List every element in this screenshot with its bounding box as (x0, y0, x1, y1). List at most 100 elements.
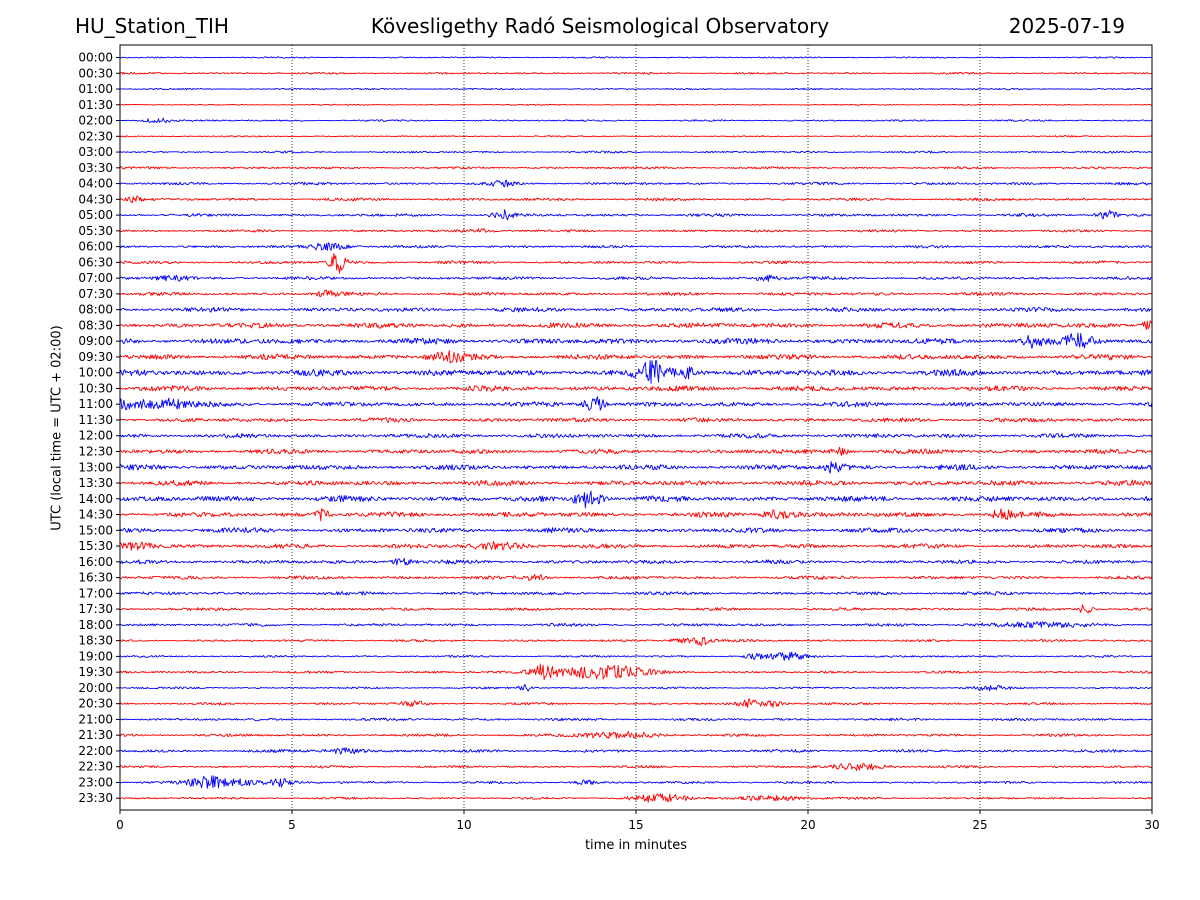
trace-1300 (119, 461, 1153, 474)
trace-1800 (119, 621, 1153, 629)
y-tick-label: 06:00 (78, 240, 113, 254)
trace-1830 (119, 637, 1153, 647)
y-tick-label: 04:00 (78, 177, 113, 191)
trace-1500 (119, 527, 1153, 534)
y-tick-label: 05:30 (78, 224, 113, 238)
y-tick-label: 02:30 (78, 129, 113, 143)
y-tick-label: 09:30 (78, 350, 113, 364)
y-tick-label: 00:30 (78, 66, 113, 80)
trace-0230 (119, 135, 1153, 138)
trace-1530 (119, 540, 1153, 551)
y-tick-label: 20:30 (78, 697, 113, 711)
y-tick-label: 23:30 (78, 791, 113, 805)
y-tick-label: 12:30 (78, 445, 113, 459)
trace-1700 (119, 591, 1153, 596)
trace-0630 (119, 253, 1153, 274)
y-tick-label: 03:30 (78, 161, 113, 175)
x-tick-label: 10 (456, 818, 471, 832)
y-tick-label: 15:00 (78, 523, 113, 537)
x-tick-label: 15 (628, 818, 643, 832)
trace-0700 (119, 274, 1153, 282)
y-tick-label: 16:00 (78, 555, 113, 569)
y-tick-label: 13:00 (78, 460, 113, 474)
station-name: HU_Station_TIH (75, 14, 229, 38)
y-tick-label: 01:00 (78, 82, 113, 96)
trace-0930 (119, 350, 1153, 364)
x-axis-label: time in minutes (584, 838, 688, 853)
trace-1400 (119, 490, 1153, 509)
y-tick-label: 08:00 (78, 303, 113, 317)
y-tick-label: 09:00 (78, 334, 113, 348)
y-tick-label: 17:00 (78, 586, 113, 600)
y-tick-label: 17:30 (78, 602, 113, 616)
trace-1330 (119, 479, 1153, 487)
y-tick-label: 18:00 (78, 618, 113, 632)
x-tick-label: 25 (972, 818, 987, 832)
y-tick-label: 10:30 (78, 381, 113, 395)
trace-layer (119, 56, 1153, 803)
y-tick-label: 12:00 (78, 429, 113, 443)
y-tick-label: 11:00 (78, 397, 113, 411)
y-tick-label: 02:00 (78, 114, 113, 128)
y-tick-label: 01:30 (78, 98, 113, 112)
trace-0000 (119, 56, 1152, 59)
y-tick-label: 00:00 (78, 51, 113, 65)
trace-1030 (119, 385, 1153, 392)
trace-0130 (119, 103, 1152, 106)
trace-0830 (119, 320, 1153, 330)
y-tick-label: 13:30 (78, 476, 113, 490)
y-axis-label: UTC (local time = UTC + 02:00) (49, 325, 65, 531)
y-tick-label: 18:30 (78, 634, 113, 648)
y-tick-label: 16:30 (78, 571, 113, 585)
trace-0530 (119, 228, 1153, 233)
x-tick-label: 5 (288, 818, 296, 832)
trace-2030 (119, 698, 1153, 709)
x-tick-label: 0 (116, 818, 124, 832)
y-tick-label: 03:00 (78, 145, 113, 159)
trace-0100 (119, 87, 1153, 91)
trace-1900 (119, 651, 1153, 661)
chart-title: Kövesligethy Radó Seismological Observat… (370, 14, 830, 38)
trace-0730 (119, 289, 1153, 298)
y-tick-label: 23:00 (78, 775, 113, 789)
y-tick-label: 19:30 (78, 665, 113, 679)
trace-2000 (119, 684, 1153, 692)
y-tick-label: 10:00 (78, 366, 113, 380)
trace-2200 (119, 747, 1153, 755)
y-tick-label: 15:30 (78, 539, 113, 553)
trace-0500 (119, 209, 1153, 221)
y-tick-label: 22:30 (78, 760, 113, 774)
trace-0400 (119, 179, 1153, 188)
trace-1930 (119, 663, 1153, 681)
y-tick-label: 21:30 (78, 728, 113, 742)
x-tick-label: 30 (1144, 818, 1159, 832)
y-tick-label: 14:30 (78, 508, 113, 522)
y-tick-label: 07:30 (78, 287, 113, 301)
x-tick-label: 20 (800, 818, 815, 832)
trace-1630 (119, 574, 1153, 582)
trace-0030 (119, 71, 1153, 75)
y-tick-label: 05:00 (78, 208, 113, 222)
trace-1600 (119, 557, 1153, 566)
trace-1430 (119, 507, 1153, 522)
trace-0300 (119, 150, 1153, 154)
y-tick-label: 06:30 (78, 255, 113, 269)
trace-0330 (119, 166, 1153, 170)
y-tick-label: 14:00 (78, 492, 113, 506)
trace-1130 (119, 417, 1153, 423)
trace-2100 (119, 717, 1153, 722)
trace-1200 (119, 432, 1153, 439)
trace-0430 (119, 195, 1153, 204)
trace-1230 (119, 446, 1153, 456)
trace-0900 (119, 332, 1153, 349)
trace-2130 (119, 731, 1152, 739)
y-tick-label: 21:00 (78, 712, 113, 726)
trace-0600 (119, 242, 1153, 251)
trace-1000 (119, 360, 1153, 384)
y-tick-label: 22:00 (78, 744, 113, 758)
trace-1730 (119, 604, 1153, 614)
trace-2230 (119, 762, 1153, 772)
chart-date: 2025-07-19 (1008, 14, 1125, 38)
